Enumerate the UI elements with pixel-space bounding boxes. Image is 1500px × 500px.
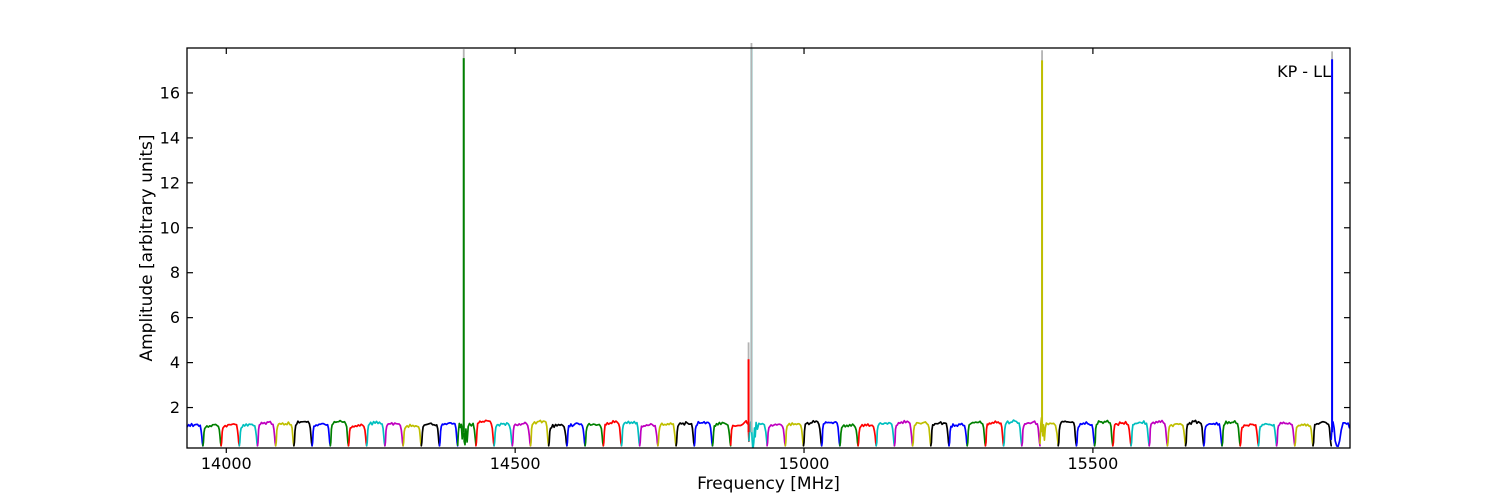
bandpass-segment bbox=[657, 422, 677, 447]
bandpass-segment bbox=[187, 422, 204, 447]
bandpass-segment bbox=[311, 422, 332, 447]
bandpass-segment bbox=[1312, 420, 1333, 447]
bandpass-segment bbox=[675, 421, 696, 447]
bandpass-segment bbox=[1020, 420, 1041, 447]
bandpass-segment bbox=[1057, 420, 1078, 447]
bandpass-segment bbox=[620, 420, 641, 447]
y-tick-label: 2 bbox=[170, 398, 180, 417]
bandpass-segment bbox=[1130, 420, 1151, 447]
y-axis-label: Amplitude [arbitrary units] bbox=[137, 134, 157, 361]
bandpass-segment bbox=[493, 422, 514, 447]
x-axis-label: Frequency [MHz] bbox=[697, 474, 840, 494]
bandpass-segment bbox=[1093, 419, 1114, 447]
bandpass-segment bbox=[638, 422, 659, 447]
bandpass-segment bbox=[202, 423, 222, 447]
bandpass-segment bbox=[1257, 422, 1278, 447]
bandpass-segment bbox=[529, 419, 550, 447]
bandpass-segment bbox=[566, 422, 586, 447]
y-tick-label: 8 bbox=[170, 263, 180, 282]
bandpass-segment bbox=[1239, 423, 1260, 447]
bandpass-segment bbox=[766, 423, 787, 447]
bandpass-segment bbox=[511, 421, 532, 447]
bandpass-segment bbox=[1184, 419, 1205, 447]
ticks-layer: 14000 14500 15000 15500 2 4 6 8 10 12 14 16 bbox=[160, 48, 1350, 473]
x-tick-label: 15500 bbox=[1067, 454, 1118, 473]
bandpass-segment bbox=[820, 420, 841, 447]
bandpass-segment bbox=[1202, 421, 1223, 447]
axes-frame bbox=[186, 47, 1351, 449]
bandpass-segment bbox=[584, 422, 605, 447]
y-tick-label: 4 bbox=[170, 353, 180, 372]
y-tick-label: 6 bbox=[170, 308, 180, 327]
x-tick-label: 14500 bbox=[490, 454, 541, 473]
station-label: KP - LL bbox=[1277, 62, 1331, 81]
bandpass-segment bbox=[329, 419, 350, 447]
bandpass-segment bbox=[220, 423, 241, 447]
bandpass-segment bbox=[347, 423, 368, 447]
bandpass-segment bbox=[948, 422, 969, 447]
bandpass-segment bbox=[384, 421, 404, 447]
bandpass-segment bbox=[893, 419, 914, 447]
bandpass-segment bbox=[693, 420, 714, 447]
bandpass-segment bbox=[1166, 422, 1187, 447]
bandpass-segment bbox=[1148, 419, 1169, 447]
bandpass-segment bbox=[456, 422, 477, 446]
x-tick-label: 15000 bbox=[779, 454, 830, 473]
bandpass-segment bbox=[1075, 421, 1096, 447]
bandpass-segment bbox=[274, 421, 295, 447]
bandpass-segment bbox=[365, 420, 386, 447]
y-tick-label: 16 bbox=[160, 83, 180, 102]
bandpass-segment bbox=[438, 421, 459, 447]
bandpass-segment bbox=[1293, 423, 1314, 447]
bandpass-segment bbox=[293, 420, 313, 447]
bandpass-segment bbox=[402, 423, 423, 447]
bandpass-segment bbox=[929, 421, 950, 447]
y-tick-label: 10 bbox=[160, 218, 180, 237]
bandpass-segment bbox=[875, 421, 896, 447]
bandpass-segment bbox=[711, 421, 732, 447]
y-tick-label: 12 bbox=[160, 173, 180, 192]
bandpass-segment bbox=[1111, 420, 1132, 447]
bandpass-segment bbox=[256, 420, 277, 447]
data-layer bbox=[187, 48, 1350, 448]
bandpass-segment bbox=[1275, 421, 1296, 447]
bandpass-segment bbox=[420, 422, 441, 447]
bandpass-segment bbox=[984, 420, 1005, 447]
bandpass-segment bbox=[857, 423, 878, 447]
bandpass-segment bbox=[547, 423, 568, 447]
bandpass-segment bbox=[911, 421, 932, 447]
x-tick-label: 14000 bbox=[201, 454, 252, 473]
bandpass-segment bbox=[802, 419, 823, 447]
bandpass-segment bbox=[1002, 419, 1023, 447]
bandpass-segment bbox=[602, 419, 623, 447]
bandpass-segment bbox=[1221, 420, 1242, 447]
bandpass-segment bbox=[784, 422, 805, 447]
y-tick-label: 14 bbox=[160, 128, 180, 147]
bandpass-segment bbox=[238, 423, 259, 447]
bandpass-segment bbox=[475, 419, 495, 447]
bandpass-segment bbox=[839, 423, 859, 447]
bandpass-segment bbox=[966, 420, 987, 447]
bandpass-segment bbox=[1330, 421, 1350, 448]
